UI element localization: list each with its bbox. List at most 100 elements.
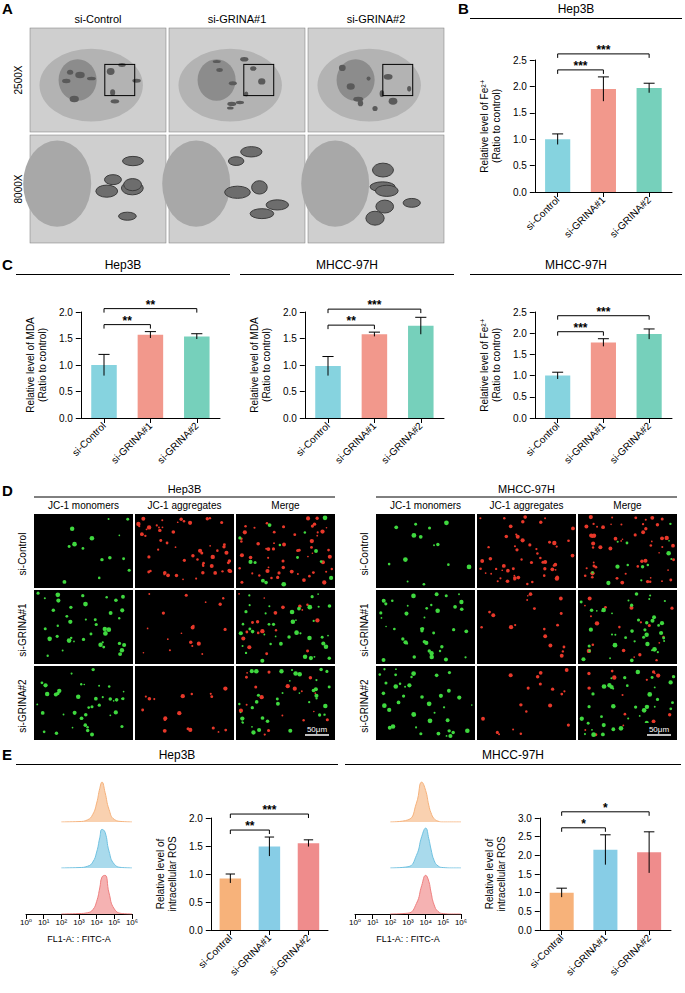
svg-text:10⁶: 10⁶: [455, 918, 467, 927]
svg-text:1.0: 1.0: [283, 360, 297, 371]
svg-text:10²: 10²: [385, 918, 397, 927]
svg-text:D: D: [2, 482, 13, 499]
svg-text:*: *: [603, 801, 608, 815]
svg-text:***: ***: [596, 43, 610, 57]
svg-text:intracellular ROS: intracellular ROS: [496, 836, 507, 912]
svg-text:1.0: 1.0: [189, 869, 203, 880]
svg-text:***: ***: [367, 298, 381, 312]
svg-text:***: ***: [262, 803, 276, 817]
svg-text:2.0: 2.0: [283, 307, 297, 318]
svg-text:**: **: [245, 819, 255, 833]
svg-text:si-Control: si-Control: [294, 420, 332, 458]
svg-text:1.0: 1.0: [59, 360, 73, 371]
svg-text:Hep3B: Hep3B: [168, 483, 202, 495]
svg-text:50μm: 50μm: [649, 725, 670, 734]
svg-text:0.0: 0.0: [189, 925, 203, 936]
svg-text:2.0: 2.0: [59, 307, 73, 318]
svg-text:1.5: 1.5: [513, 107, 527, 118]
svg-text:si-Control: si-Control: [524, 194, 562, 232]
svg-text:Relative level of: Relative level of: [484, 838, 495, 909]
svg-text:C: C: [2, 256, 13, 273]
svg-text:1.0: 1.0: [518, 887, 532, 898]
svg-text:Merge: Merge: [613, 500, 642, 511]
svg-text:0.5: 0.5: [59, 386, 73, 397]
svg-text:2.0: 2.0: [518, 850, 532, 861]
svg-text:10⁶: 10⁶: [126, 918, 138, 927]
svg-text:50μm: 50μm: [307, 725, 328, 734]
svg-text:(Ratio to control): (Ratio to control): [491, 328, 502, 402]
svg-text:si-GRINA#1: si-GRINA#1: [109, 420, 155, 466]
svg-text:2.5: 2.5: [513, 307, 527, 318]
svg-text:si-GRINA#2: si-GRINA#2: [608, 194, 654, 240]
svg-text:2500X: 2500X: [13, 65, 24, 94]
svg-text:si-Control: si-Control: [74, 13, 121, 25]
svg-text:10⁴: 10⁴: [419, 918, 432, 927]
svg-text:(Ratio to control): (Ratio to control): [37, 328, 48, 402]
svg-text:*: *: [581, 817, 586, 831]
svg-text:0.5: 0.5: [513, 391, 527, 402]
svg-text:si-GRINA#2: si-GRINA#2: [347, 13, 406, 25]
svg-text:0.0: 0.0: [59, 413, 73, 424]
svg-text:1.0: 1.0: [513, 370, 527, 381]
svg-text:2.0: 2.0: [513, 328, 527, 339]
svg-text:1.0: 1.0: [513, 134, 527, 145]
svg-text:10⁴: 10⁴: [90, 918, 103, 927]
svg-text:si-Control: si-Control: [17, 533, 28, 576]
svg-text:(Ratio to control): (Ratio to control): [491, 89, 502, 163]
svg-text:1.5: 1.5: [59, 333, 73, 344]
svg-text:10⁵: 10⁵: [108, 918, 120, 927]
svg-text:B: B: [458, 0, 469, 17]
svg-text:2.5: 2.5: [518, 831, 532, 842]
svg-text:10³: 10³: [73, 918, 85, 927]
svg-text:A: A: [2, 0, 13, 17]
svg-text:1.5: 1.5: [513, 349, 527, 360]
svg-text:10¹: 10¹: [38, 918, 50, 927]
svg-text:si-GRINA#1: si-GRINA#1: [359, 603, 370, 657]
svg-text:si-GRINA#1: si-GRINA#1: [208, 13, 267, 25]
svg-text:0.0: 0.0: [283, 413, 297, 424]
svg-text:10³: 10³: [402, 918, 414, 927]
svg-text:Merge: Merge: [271, 500, 300, 511]
svg-text:10⁰: 10⁰: [20, 918, 32, 927]
svg-text:si-GRINA#2: si-GRINA#2: [267, 932, 313, 978]
svg-text:FL1-A: : FITC-A: FL1-A: : FITC-A: [47, 934, 111, 944]
svg-text:1.5: 1.5: [283, 333, 297, 344]
svg-text:si-GRINA#1: si-GRINA#1: [562, 420, 608, 466]
svg-text:10²: 10²: [56, 918, 68, 927]
svg-text:JC-1 aggregates: JC-1 aggregates: [148, 500, 222, 511]
svg-text:0.0: 0.0: [518, 925, 532, 936]
svg-text:**: **: [347, 314, 357, 328]
svg-text:(Ratio to control): (Ratio to control): [261, 328, 272, 402]
svg-text:***: ***: [574, 59, 588, 73]
svg-text:E: E: [2, 746, 12, 763]
svg-text:si-GRINA#1: si-GRINA#1: [17, 603, 28, 657]
svg-text:si-Control: si-Control: [524, 420, 562, 458]
svg-text:intracellular ROS: intracellular ROS: [167, 836, 178, 912]
svg-text:Relative level of MDA: Relative level of MDA: [249, 317, 260, 413]
svg-text:si-Control: si-Control: [359, 533, 370, 576]
svg-text:si-GRINA#2: si-GRINA#2: [608, 420, 654, 466]
svg-text:10⁵: 10⁵: [437, 918, 449, 927]
svg-text:Relative level of Fe²⁺: Relative level of Fe²⁺: [479, 79, 490, 173]
svg-text:JC-1 monomers: JC-1 monomers: [48, 500, 119, 511]
svg-text:0.0: 0.0: [513, 413, 527, 424]
svg-text:0.5: 0.5: [189, 897, 203, 908]
svg-text:**: **: [123, 314, 133, 328]
svg-text:JC-1 aggregates: JC-1 aggregates: [490, 500, 564, 511]
svg-text:0.5: 0.5: [518, 906, 532, 917]
svg-text:2.5: 2.5: [513, 55, 527, 66]
svg-text:3.0: 3.0: [518, 813, 532, 824]
svg-text:JC-1 monomers: JC-1 monomers: [390, 500, 461, 511]
svg-text:FL1-A: : FITC-A: FL1-A: : FITC-A: [376, 934, 440, 944]
svg-text:8000X: 8000X: [13, 174, 24, 203]
svg-text:***: ***: [596, 305, 610, 319]
svg-text:0.0: 0.0: [513, 187, 527, 198]
svg-text:1.5: 1.5: [518, 869, 532, 880]
svg-text:Relative level of MDA: Relative level of MDA: [25, 317, 36, 413]
svg-text:si-Control: si-Control: [70, 420, 108, 458]
svg-text:si-GRINA#1: si-GRINA#1: [562, 194, 608, 240]
svg-text:***: ***: [574, 321, 588, 335]
svg-text:Relative level of Fe²⁺: Relative level of Fe²⁺: [479, 318, 490, 412]
svg-text:Relative level of: Relative level of: [155, 838, 166, 909]
svg-text:si-GRINA#1: si-GRINA#1: [333, 420, 379, 466]
